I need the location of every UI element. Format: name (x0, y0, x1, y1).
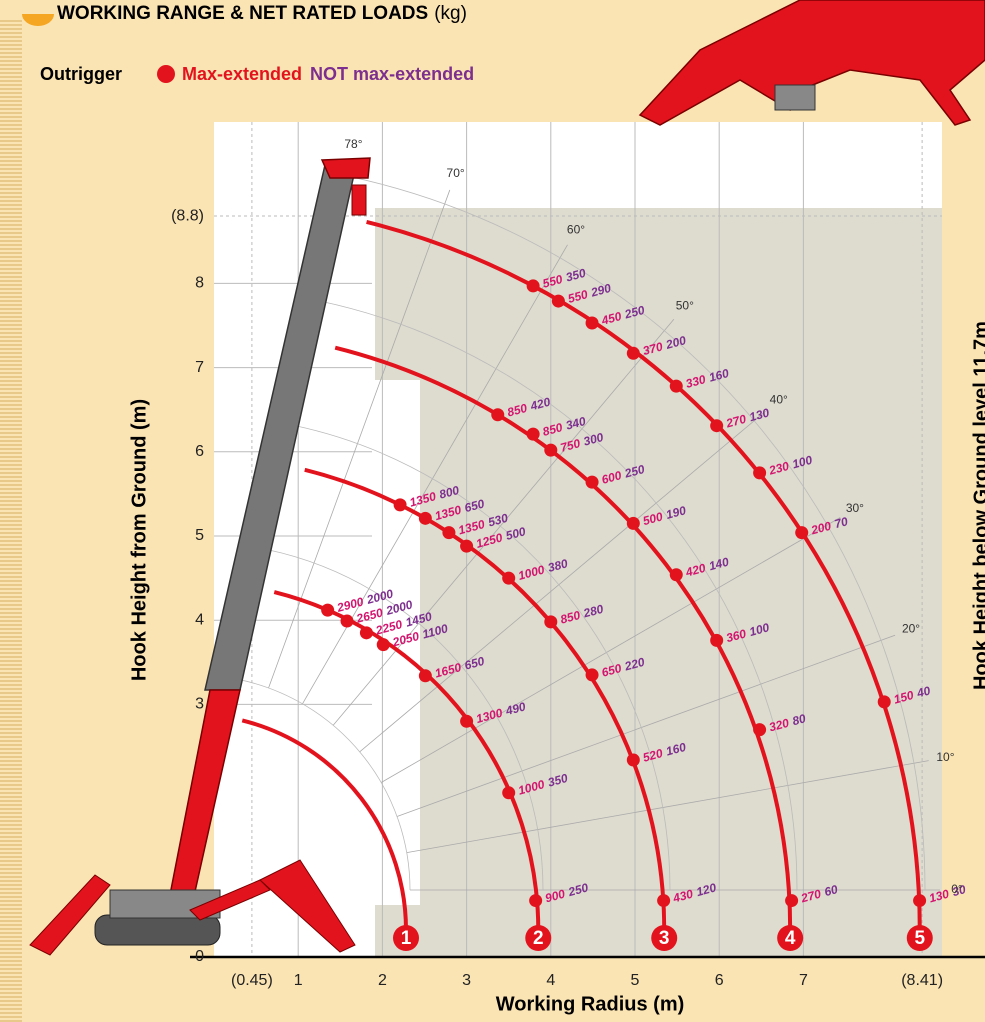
load-point (544, 615, 557, 628)
load-point (502, 572, 515, 585)
angle-label: 70° (447, 166, 465, 180)
load-point (586, 668, 599, 681)
title-unit: (kg) (434, 3, 467, 24)
legend-marker (157, 65, 175, 83)
load-point (527, 428, 540, 441)
x-tick-label: 1 (294, 972, 303, 989)
load-point (710, 419, 723, 432)
load-point (377, 638, 390, 651)
load-point (710, 634, 723, 647)
y-tick-label: 4 (195, 611, 204, 628)
chart: 1229002000265020002250145020501100165065… (0, 0, 985, 1022)
load-point (360, 626, 373, 639)
load-point (341, 615, 354, 628)
y-axis-title: Hook Height from Ground (m) (128, 399, 150, 681)
load-point (627, 753, 640, 766)
load-point (586, 476, 599, 489)
load-point (460, 540, 473, 553)
angle-label: 40° (770, 392, 788, 406)
legend-title: Outrigger (40, 64, 122, 84)
load-point (527, 279, 540, 292)
y-tick-label: 5 (195, 527, 204, 544)
load-point (586, 316, 599, 329)
load-point (529, 894, 542, 907)
angle-label: 60° (567, 222, 585, 236)
arc-label: 2 (533, 928, 544, 949)
x-tick-label: 6 (715, 972, 724, 989)
x-tick-label: 4 (546, 972, 555, 989)
y-tick-label: 6 (195, 443, 204, 460)
y-tick-label: (8.8) (171, 207, 204, 224)
x-tick-label: 5 (631, 972, 640, 989)
load-point (321, 604, 334, 617)
y2-axis-title: Hook Height below Ground level 11.7m (970, 321, 985, 690)
arc-label: 4 (785, 928, 796, 949)
load-point (670, 380, 683, 393)
load-point (913, 894, 926, 907)
y-tick-label: 0 (195, 948, 204, 965)
load-point (491, 408, 504, 421)
x-tick-label: 7 (799, 972, 808, 989)
y-tick-label: 7 (195, 359, 204, 376)
load-point (753, 466, 766, 479)
arc-label: 3 (659, 928, 670, 949)
arc-label: 5 (914, 928, 925, 949)
angle-label: 10° (936, 750, 954, 764)
load-point (753, 723, 766, 736)
legend-label: NOT max-extended (310, 64, 474, 84)
x-tick-label: (0.45) (231, 972, 273, 989)
load-point (419, 512, 432, 525)
title-text: WORKING RANGE & NET RATED LOADS (57, 3, 428, 24)
load-point (442, 526, 455, 539)
angle-label: 50° (676, 298, 694, 312)
load-point (460, 715, 473, 728)
stripe-edge (0, 20, 22, 1022)
chart-title: WORKING RANGE & NET RATED LOADS (kg) (57, 3, 467, 24)
load-point (544, 444, 557, 457)
angle-label: 0° (951, 882, 963, 896)
load-point (552, 295, 565, 308)
legend-label: Max-extended (182, 64, 302, 84)
load-point (419, 669, 432, 682)
x-tick-label: 2 (378, 972, 387, 989)
load-point (657, 894, 670, 907)
angle-label: 30° (846, 501, 864, 515)
load-point (627, 347, 640, 360)
x-tick-label: 3 (462, 972, 471, 989)
load-point (878, 695, 891, 708)
angle-label: 20° (902, 622, 920, 636)
x-tick-label: (8.41) (901, 972, 943, 989)
x-axis-title: Working Radius (m) (496, 993, 685, 1015)
y-tick-label: 3 (195, 696, 204, 713)
angle-label: 78° (344, 137, 362, 151)
load-point (394, 498, 407, 511)
load-point (785, 894, 798, 907)
y-tick-label: 8 (195, 275, 204, 292)
arc-label: 1 (401, 928, 412, 949)
load-point (627, 517, 640, 530)
load-point (502, 786, 515, 799)
load-point (795, 526, 808, 539)
load-point (670, 568, 683, 581)
